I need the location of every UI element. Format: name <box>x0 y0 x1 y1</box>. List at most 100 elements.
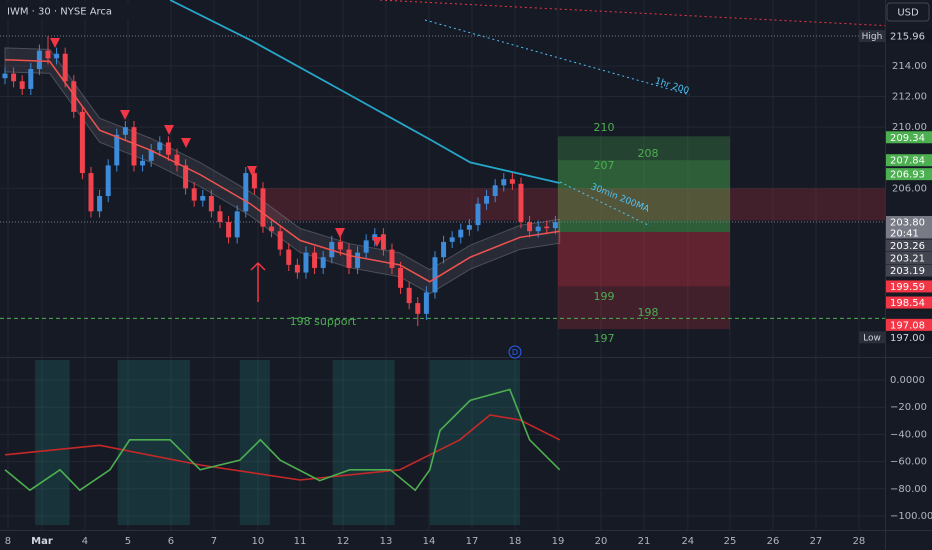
trend-line <box>559 181 651 227</box>
up-arrow <box>250 261 266 302</box>
candle-body <box>157 142 163 151</box>
down-arrow <box>247 166 257 176</box>
price-tag-box <box>859 29 885 42</box>
candle-body <box>200 196 206 201</box>
price-label-box <box>886 331 932 344</box>
zones <box>35 136 885 525</box>
price-label: 199.59 <box>890 282 925 293</box>
candle-body <box>105 165 111 197</box>
candle-body <box>36 50 42 70</box>
x-tick-label: 18 <box>509 536 522 547</box>
price-label: 197.00 <box>890 333 925 344</box>
x-tick-label: 26 <box>767 536 780 547</box>
price-label-box <box>886 131 932 144</box>
osc-tick-label: −20.00 <box>890 402 927 413</box>
candle-body <box>45 50 51 59</box>
price-label-box <box>886 296 932 309</box>
annotation: 198 <box>638 306 659 319</box>
zone <box>557 136 730 232</box>
osc-tick-label: −40.00 <box>890 429 927 440</box>
price-label-box <box>886 280 932 293</box>
price-label: 197.08 <box>890 320 925 331</box>
x-tick-label: 24 <box>681 536 694 547</box>
moving-average <box>4 59 560 283</box>
x-tick-label: 17 <box>466 536 479 547</box>
price-label: 198.54 <box>890 298 925 309</box>
price-label-box <box>886 252 932 265</box>
down-arrow <box>181 138 191 148</box>
x-tick-label: 7 <box>211 536 217 547</box>
candle-body <box>234 211 240 238</box>
candle-body <box>269 226 275 232</box>
candle-body <box>475 203 481 226</box>
x-tick-label: 25 <box>724 536 737 547</box>
moving-average <box>169 0 560 184</box>
candle-body <box>19 81 25 89</box>
zone <box>557 231 730 330</box>
candle-body <box>165 142 171 155</box>
candle-body <box>294 264 300 273</box>
x-tick-label: Mar <box>31 536 53 547</box>
osc-line <box>4 414 561 481</box>
chart-title: IWM · 30 · NYSE Arca <box>7 7 112 18</box>
x-tick-label: 10 <box>251 536 264 547</box>
candle-body <box>243 173 249 212</box>
annotation: 208 <box>638 147 659 160</box>
candle-body <box>28 69 34 89</box>
price-label: 203.26 <box>890 241 925 252</box>
down-arrow <box>164 125 174 135</box>
zone <box>260 188 885 221</box>
y-tick-label: 210.00 <box>892 122 927 133</box>
candle-body <box>312 252 318 268</box>
candle-body <box>398 267 404 288</box>
candle-body <box>492 185 498 197</box>
annotation: 207 <box>594 159 615 172</box>
down-arrow <box>335 228 345 238</box>
candle-body <box>415 303 421 314</box>
candle-body <box>88 173 94 212</box>
candle-body <box>183 165 189 189</box>
candle-body <box>208 196 214 212</box>
candle-body <box>2 73 8 79</box>
price-label: 209.34 <box>890 133 925 144</box>
candle-body <box>449 237 455 242</box>
candle-body <box>71 81 77 112</box>
down-arrow <box>120 110 130 120</box>
candle-body <box>535 226 541 232</box>
x-tick-label: 11 <box>294 536 307 547</box>
price-label-box <box>886 239 932 252</box>
x-tick-label: 13 <box>380 536 393 547</box>
price-label-box <box>886 29 932 42</box>
currency: USD <box>897 8 919 19</box>
price-tag: High <box>862 32 883 42</box>
candle-body <box>277 231 283 250</box>
price-label: 207.84 <box>890 156 925 167</box>
candle-body <box>320 257 326 268</box>
osc-highlight <box>35 360 70 525</box>
title-box <box>2 3 130 19</box>
x-tick-label: 5 <box>125 536 131 547</box>
candle-body <box>518 183 524 223</box>
candle-body <box>140 160 146 166</box>
candle-body <box>174 154 180 166</box>
price-label: 206.93 <box>890 170 925 181</box>
trend-line <box>424 19 691 96</box>
candle-body <box>346 249 352 268</box>
candle-body <box>441 241 447 258</box>
countdown: 20:41 <box>890 229 919 240</box>
osc-highlight <box>429 360 521 525</box>
candle-body <box>303 252 309 273</box>
candle-body <box>466 225 472 230</box>
candle-body <box>380 234 386 250</box>
osc-highlight <box>117 360 190 525</box>
candle-body <box>432 257 438 293</box>
osc-highlight <box>239 360 270 525</box>
osc-tick-label: −100.00 <box>890 511 932 522</box>
y-tick-label: 212.00 <box>892 92 927 103</box>
x-tick-label: 19 <box>552 536 565 547</box>
x-tick-label: 27 <box>810 536 823 547</box>
annotation: 198 support <box>290 315 357 328</box>
osc-tick-label: −80.00 <box>890 484 927 495</box>
